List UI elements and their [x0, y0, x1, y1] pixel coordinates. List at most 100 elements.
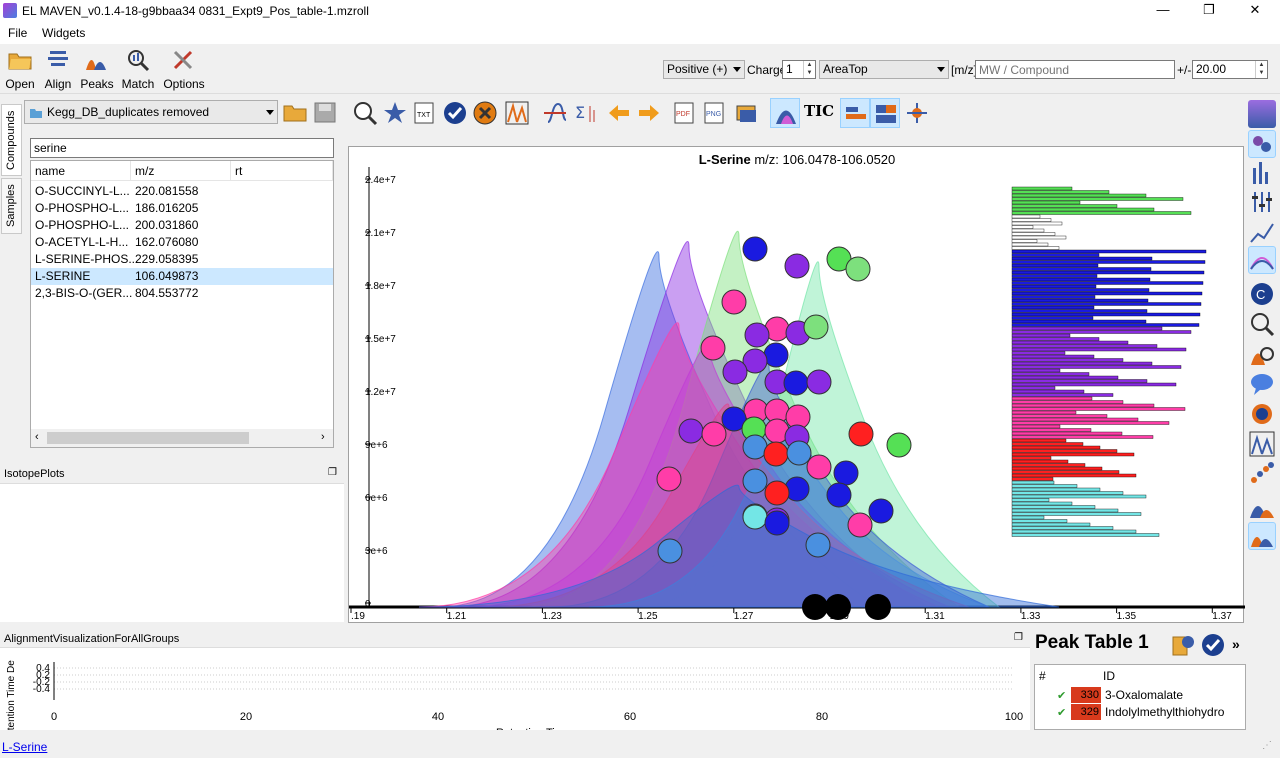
search-zoom-icon[interactable] [1248, 310, 1276, 338]
line-chart-icon[interactable] [1248, 218, 1276, 246]
charge-spinbox[interactable]: 1 ▲ ▼ [782, 60, 816, 79]
sample-bar [1011, 515, 1045, 520]
minimize-button[interactable]: — [1156, 2, 1170, 17]
column-name[interactable]: name [31, 161, 131, 181]
horizontal-scrollbar[interactable]: ‹ › [31, 429, 333, 447]
arrow-right-icon[interactable] [636, 100, 662, 126]
tab-samples[interactable]: Samples [1, 178, 22, 234]
peak-search-icon[interactable] [1248, 340, 1276, 368]
spin-arrows-icon[interactable]: ▲ ▼ [803, 61, 815, 78]
tolerance-spinbox[interactable]: 20.00 ▲ ▼ [1192, 60, 1268, 79]
list-item[interactable]: O-SUCCINYL-L... 220.081558 [31, 183, 333, 200]
toggle-boxplot-button[interactable] [870, 98, 900, 128]
mark-good-icon[interactable] [1200, 632, 1226, 658]
compound-filter-input[interactable] [30, 138, 334, 158]
save-disk-icon[interactable] [312, 100, 338, 124]
column-rt[interactable]: rt [231, 161, 333, 181]
alignment-chart: etention Time De 0.40.2-0.2-0.4 0 20 40 60 80 1… [6, 660, 1023, 730]
toggle-bars-button[interactable] [840, 98, 870, 128]
column-mz[interactable]: m/z [131, 161, 231, 181]
covariance-icon[interactable] [1248, 400, 1276, 428]
mark-bad-icon[interactable] [472, 100, 498, 126]
check-icon[interactable]: ✔ [1057, 707, 1067, 719]
charge-value: 1 [786, 62, 793, 76]
group-peaks-icon[interactable] [1248, 522, 1276, 550]
peak-marker-icon[interactable] [904, 100, 930, 126]
mz-label: [m/z] [951, 63, 977, 77]
compound-search-input[interactable] [975, 60, 1175, 79]
match-icon [128, 50, 150, 72]
scatter-icon[interactable] [1248, 460, 1276, 488]
align-button[interactable]: Align [42, 48, 74, 91]
sample-bar [1011, 435, 1154, 439]
eic-plot[interactable]: L-Serine m/z: 106.0478-106.0520 2.4e+7 2.… [348, 146, 1245, 623]
table-row[interactable]: ✔ 329 Indolylmethylthiohydro [1035, 704, 1245, 720]
sliders-glyph-icon [1252, 192, 1272, 212]
mark-good-icon[interactable] [442, 100, 468, 126]
peak-area-icon[interactable] [1248, 492, 1276, 520]
load-folder-icon[interactable] [282, 100, 308, 124]
molecule-icon[interactable] [1248, 130, 1276, 158]
column-id[interactable]: ID [1103, 669, 1115, 683]
quant-type-select[interactable]: AreaTop [819, 60, 949, 79]
menu-widgets[interactable]: Widgets [42, 26, 86, 40]
close-button[interactable]: ✕ [1249, 2, 1261, 17]
chat-bubble-icon[interactable] [1248, 370, 1276, 398]
peak-bubble [783, 370, 809, 396]
table-row[interactable]: ✔ 330 3-Oxalomalate [1035, 687, 1245, 703]
resize-grip-icon[interactable]: ⋰ [1262, 740, 1272, 751]
check-icon[interactable]: ✔ [1057, 690, 1067, 702]
arrow-left-icon[interactable] [606, 100, 632, 126]
list-item[interactable]: O-PHOSPHO-L... 200.031860 [31, 217, 333, 234]
settings-sliders-icon[interactable] [1248, 188, 1276, 216]
spectra-sum-icon[interactable]: Σ [572, 100, 598, 126]
alignment-x-tick: 0 [51, 711, 57, 723]
peaks-button[interactable]: Peaks [80, 48, 114, 91]
scrollbar-thumb[interactable] [47, 432, 249, 444]
scroll-left-icon[interactable]: ‹ [35, 431, 39, 443]
spectra-icon[interactable] [1248, 158, 1276, 186]
svg-text:PDF: PDF [676, 111, 690, 118]
export-table-icon[interactable] [1170, 632, 1196, 658]
list-item[interactable]: O-ACETYL-L-H... 162.076080 [31, 234, 333, 251]
pathway-icon[interactable] [1248, 100, 1276, 128]
export-png-icon[interactable]: PNG [702, 100, 728, 126]
integrate-icon[interactable] [542, 100, 568, 126]
compound-name: O-PHOSPHO-L... [35, 201, 130, 215]
export-pdf-icon[interactable]: PDF [672, 100, 698, 126]
toggle-eic-button[interactable] [770, 98, 800, 128]
polarity-select[interactable]: Positive (+) [663, 60, 745, 79]
spin-arrows-icon[interactable]: ▲ ▼ [1255, 61, 1267, 78]
status-bar: L-Serine ⋰ [0, 736, 1280, 758]
tic-button[interactable]: TIC [804, 102, 835, 120]
float-panel-icon[interactable]: ❐ [1014, 632, 1023, 643]
export-txt-icon[interactable]: TXT [412, 100, 438, 126]
isotope-c-icon[interactable]: C [1248, 280, 1276, 308]
list-item[interactable]: L-SERINE-PHOS... 229.058395 [31, 251, 333, 268]
sample-bar [1011, 519, 1068, 523]
list-item[interactable]: 2,3-BIS-O-(GER... 804.553772 [31, 285, 333, 302]
database-select[interactable]: Kegg_DB_duplicates removed [24, 100, 278, 124]
column-number[interactable]: # [1039, 669, 1046, 683]
float-panel-icon[interactable]: ❐ [328, 467, 337, 478]
peak-table-title: Peak Table 1 [1035, 632, 1149, 653]
compound-mz: 229.058395 [135, 252, 199, 266]
row-number: 329 [1071, 704, 1101, 720]
list-item[interactable]: O-PHOSPHO-L... 186.016205 [31, 200, 333, 217]
match-button[interactable]: Match [120, 48, 156, 91]
zoom-reset-icon[interactable] [352, 100, 378, 126]
gallery-icon[interactable] [1248, 430, 1276, 458]
scroll-right-icon[interactable]: › [321, 431, 325, 443]
tab-compounds[interactable]: Compounds [1, 104, 22, 176]
more-tools-button[interactable]: » [1232, 636, 1240, 652]
bookmark-star-icon[interactable] [382, 100, 408, 126]
status-compound-link[interactable]: L-Serine [2, 740, 48, 754]
list-item-selected[interactable]: L-SERINE 106.049873 [31, 268, 333, 285]
options-button[interactable]: Options [162, 48, 206, 91]
compare-peaks-icon[interactable] [504, 100, 530, 126]
overlay-eic-icon[interactable] [1248, 246, 1276, 274]
menu-file[interactable]: File [8, 26, 28, 40]
open-button[interactable]: Open [4, 48, 36, 91]
copy-clipboard-icon[interactable] [734, 100, 760, 126]
restore-button[interactable]: ❐ [1203, 2, 1215, 17]
